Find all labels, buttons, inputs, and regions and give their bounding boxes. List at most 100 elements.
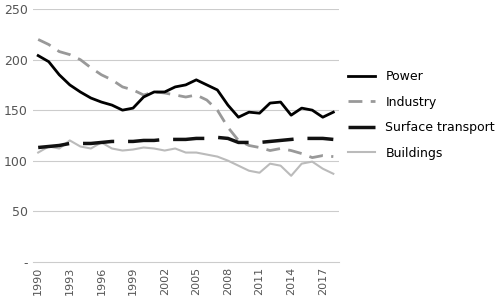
Buildings (120, 149, 126, 152)
Power (46, 60, 52, 63)
Buildings (236, 164, 242, 167)
Power (246, 110, 252, 114)
Power (182, 83, 188, 87)
Power (35, 54, 41, 57)
Surface transport (194, 137, 200, 140)
Industry (194, 93, 200, 97)
Buildings (78, 145, 84, 148)
Surface transport (267, 140, 273, 143)
Buildings (46, 145, 52, 148)
Surface transport (88, 142, 94, 145)
Surface transport (225, 137, 231, 140)
Buildings (267, 162, 273, 165)
Surface transport (330, 138, 336, 141)
Industry (88, 66, 94, 70)
Power (172, 85, 178, 89)
Buildings (309, 160, 315, 164)
Buildings (140, 146, 146, 149)
Industry (320, 154, 326, 157)
Power (140, 95, 146, 99)
Buildings (194, 151, 200, 154)
Buildings (225, 159, 231, 162)
Buildings (162, 149, 168, 152)
Buildings (214, 155, 220, 158)
Power (162, 90, 168, 94)
Industry (278, 147, 283, 150)
Power (214, 88, 220, 92)
Surface transport (56, 144, 62, 147)
Power (120, 108, 126, 112)
Surface transport (214, 136, 220, 139)
Industry (204, 98, 210, 102)
Industry (256, 146, 262, 149)
Industry (288, 149, 294, 152)
Power (88, 96, 94, 100)
Surface transport (67, 142, 73, 145)
Industry (109, 78, 115, 82)
Buildings (88, 147, 94, 150)
Buildings (182, 151, 188, 154)
Industry (120, 85, 126, 89)
Line: Power: Power (38, 56, 334, 117)
Power (298, 106, 304, 110)
Surface transport (172, 138, 178, 141)
Line: Industry: Industry (38, 39, 334, 158)
Power (130, 106, 136, 110)
Buildings (35, 151, 41, 154)
Industry (298, 152, 304, 155)
Power (236, 115, 242, 119)
Power (267, 101, 273, 105)
Power (78, 90, 84, 94)
Buildings (56, 147, 62, 150)
Surface transport (298, 137, 304, 140)
Surface transport (246, 141, 252, 144)
Industry (130, 88, 136, 92)
Buildings (172, 147, 178, 150)
Buildings (151, 147, 157, 150)
Power (67, 83, 73, 87)
Surface transport (256, 141, 262, 144)
Power (151, 90, 157, 94)
Buildings (130, 148, 136, 151)
Industry (246, 144, 252, 147)
Buildings (67, 139, 73, 142)
Industry (182, 95, 188, 99)
Buildings (204, 153, 210, 156)
Power (256, 111, 262, 115)
Industry (140, 93, 146, 97)
Buildings (256, 171, 262, 175)
Surface transport (309, 137, 315, 140)
Power (194, 78, 200, 82)
Industry (225, 126, 231, 129)
Industry (151, 90, 157, 94)
Surface transport (204, 137, 210, 140)
Buildings (109, 147, 115, 150)
Buildings (278, 164, 283, 167)
Industry (172, 93, 178, 97)
Power (309, 108, 315, 112)
Surface transport (151, 139, 157, 142)
Industry (35, 38, 41, 41)
Power (204, 83, 210, 87)
Line: Surface transport: Surface transport (38, 138, 334, 147)
Surface transport (109, 140, 115, 143)
Legend: Power, Industry, Surface transport, Buildings: Power, Industry, Surface transport, Buil… (348, 71, 495, 160)
Power (225, 103, 231, 107)
Surface transport (162, 138, 168, 141)
Industry (98, 73, 104, 77)
Surface transport (278, 139, 283, 142)
Power (56, 73, 62, 77)
Surface transport (35, 146, 41, 149)
Buildings (288, 174, 294, 178)
Industry (267, 149, 273, 152)
Industry (236, 139, 242, 142)
Power (330, 110, 336, 114)
Industry (67, 53, 73, 57)
Industry (309, 156, 315, 159)
Surface transport (78, 142, 84, 145)
Buildings (330, 172, 336, 176)
Industry (330, 155, 336, 158)
Surface transport (120, 140, 126, 143)
Buildings (98, 141, 104, 144)
Surface transport (320, 137, 326, 140)
